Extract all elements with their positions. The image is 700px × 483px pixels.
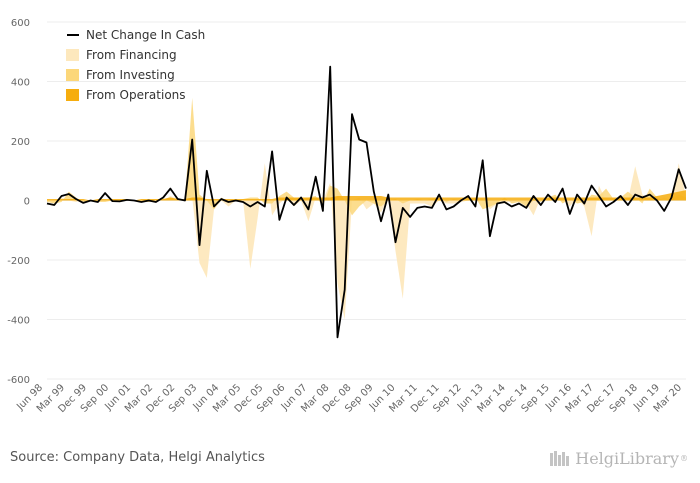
- net-change-line: [46, 65, 687, 339]
- legend-swatch: [66, 49, 79, 61]
- legend-label: From Investing: [86, 68, 175, 82]
- y-tick-label: 0: [24, 197, 30, 208]
- legend-label: From Operations: [86, 88, 186, 102]
- y-tick-label: -600: [7, 375, 30, 386]
- area-series: [47, 97, 686, 320]
- library-icon: [550, 451, 570, 466]
- y-tick-label: -400: [7, 316, 30, 327]
- y-tick-label: 400: [11, 78, 30, 89]
- area-from-financing: [47, 163, 686, 320]
- line-net-change-in-cash: [46, 65, 687, 339]
- logo-text: HelgiLibrary: [575, 448, 679, 468]
- registered-mark: ®: [680, 453, 688, 463]
- legend-label: From Financing: [86, 48, 177, 62]
- y-tick-label: 200: [11, 137, 30, 148]
- helgi-library-logo[interactable]: HelgiLibrary ®: [549, 446, 688, 470]
- y-axis: 600 400 200 0 -200 -400 -600: [7, 18, 30, 386]
- y-tick-label: -200: [7, 256, 30, 267]
- area-from-operations: [47, 190, 686, 201]
- legend: Net Change In Cash From Financing From Inv…: [66, 28, 205, 102]
- y-tick-label: 600: [11, 18, 30, 29]
- legend-swatch: [66, 69, 79, 81]
- legend-swatch: [66, 89, 79, 101]
- source-note: Source: Company Data, Helgi Analytics: [10, 450, 265, 465]
- legend-label: Net Change In Cash: [86, 28, 205, 42]
